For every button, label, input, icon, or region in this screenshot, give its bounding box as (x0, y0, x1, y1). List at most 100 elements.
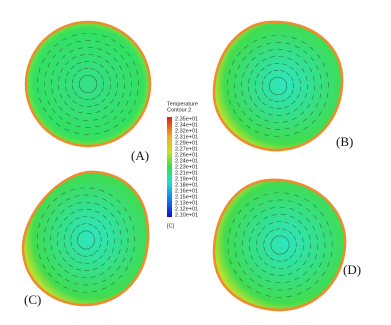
vector (113, 258, 118, 264)
vector (292, 117, 297, 121)
vector (286, 50, 292, 53)
vector (319, 93, 322, 99)
vector (47, 100, 51, 106)
vector (263, 93, 268, 98)
vector (57, 273, 62, 277)
vector (273, 251, 279, 255)
contour-b (212, 20, 344, 152)
vector (72, 247, 76, 253)
vector (70, 211, 75, 215)
vector (245, 124, 251, 129)
vector (73, 91, 78, 96)
vector (63, 242, 66, 248)
vector (120, 54, 124, 60)
vector (256, 274, 262, 279)
vector (92, 260, 97, 263)
vector (307, 252, 311, 258)
vector (241, 90, 244, 96)
vector (227, 249, 229, 255)
vector (228, 69, 231, 75)
vector (235, 232, 238, 238)
vector (249, 268, 254, 273)
vector (298, 211, 304, 216)
vector (46, 204, 51, 210)
vector (129, 72, 132, 78)
vector (69, 220, 74, 225)
vector (284, 134, 290, 137)
vector (58, 106, 63, 111)
vector (306, 103, 311, 109)
vector (74, 117, 80, 120)
vector (92, 241, 95, 247)
vector (299, 86, 302, 92)
vector (290, 76, 294, 82)
vector (286, 265, 292, 268)
vector (250, 207, 255, 212)
vector (116, 101, 121, 107)
vector (113, 48, 118, 52)
vector (53, 197, 58, 202)
vector (102, 214, 107, 219)
vector (112, 116, 118, 120)
legend-label: 2.15e+01 (175, 194, 198, 200)
vector (122, 218, 126, 224)
vector (80, 75, 86, 79)
vector (57, 263, 62, 268)
legend-label: 2.35e+01 (175, 116, 198, 122)
vector (284, 192, 290, 194)
vector (319, 74, 322, 80)
vector (237, 209, 242, 215)
vector (129, 91, 132, 97)
vector (115, 73, 118, 79)
vector (111, 38, 116, 43)
vector (89, 187, 95, 189)
vector (294, 45, 300, 49)
vector (280, 91, 286, 95)
vector (47, 272, 52, 278)
vector (287, 200, 293, 203)
vector (47, 62, 51, 68)
legend-label: 2.21e+01 (175, 170, 198, 176)
panel-label: (D) (343, 262, 361, 277)
vector (66, 250, 70, 255)
panel-label: (B) (336, 134, 353, 149)
vector (282, 250, 288, 255)
vector (291, 100, 296, 105)
vector (100, 74, 104, 80)
vector (78, 96, 83, 100)
vector (52, 54, 56, 59)
vector (101, 35, 107, 38)
vector (65, 279, 70, 282)
vector (38, 67, 41, 73)
legend-unit: [C] (167, 223, 175, 229)
vector (268, 106, 274, 109)
vector (243, 214, 247, 219)
vector (77, 111, 83, 114)
vector (261, 269, 267, 273)
vector (58, 76, 60, 82)
vector (104, 129, 110, 133)
vector (73, 282, 79, 285)
vector (282, 228, 288, 231)
vector (269, 229, 274, 233)
vector (289, 66, 294, 70)
vector (301, 40, 306, 45)
colorbar (167, 117, 172, 217)
vector (313, 271, 317, 276)
vector (132, 225, 135, 231)
vector (257, 284, 263, 287)
vector (318, 111, 322, 117)
vector (99, 64, 104, 68)
vector (41, 213, 45, 219)
vector (284, 221, 290, 224)
vector (264, 119, 270, 122)
vector (256, 247, 259, 253)
vector (77, 242, 81, 248)
vector (92, 290, 98, 293)
vector (253, 197, 259, 201)
vector (118, 274, 123, 279)
vector (51, 265, 55, 270)
vector (65, 86, 67, 92)
vector (72, 274, 78, 277)
vector (97, 55, 103, 59)
